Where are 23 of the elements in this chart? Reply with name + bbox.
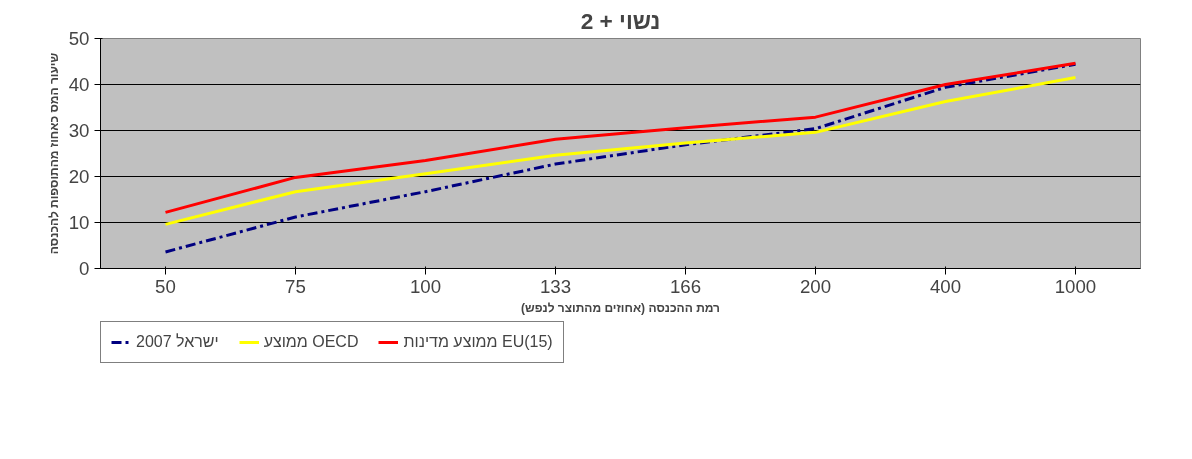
y-tick-label: 0 xyxy=(79,258,90,279)
legend-label: ישראל 2007 xyxy=(136,333,219,351)
y-tick-label: 40 xyxy=(68,74,90,95)
x-tick-label: 100 xyxy=(409,275,442,297)
line-series xyxy=(164,62,1077,254)
chart-title: נשוי + 2 xyxy=(580,7,661,34)
legend-label: ממוצע OECD xyxy=(263,333,359,351)
y-axis-title: שיעור המס כאחוז מהתוספות להכנסה xyxy=(46,52,61,255)
y-tick-label: 10 xyxy=(68,212,90,233)
legend-label: ממוצע מדינות EU(15) xyxy=(403,333,553,351)
x-tick-label: 75 xyxy=(285,275,306,297)
line-series xyxy=(164,76,1077,226)
x-tick-label: 400 xyxy=(929,275,962,297)
y-tick-label: 30 xyxy=(68,120,90,141)
y-tick-label: 20 xyxy=(68,166,90,187)
x-tick-label: 50 xyxy=(155,275,176,297)
x-tick-label: 133 xyxy=(539,275,572,297)
y-tick-label: 50 xyxy=(68,28,90,49)
x-tick-label: 1000 xyxy=(1054,275,1097,297)
x-tick-label: 200 xyxy=(799,275,832,297)
line-series xyxy=(164,61,1077,214)
x-tick-label: 166 xyxy=(669,275,702,297)
x-axis-title: רמת ההכנסה (אחוזים מהתוצר לנפש) xyxy=(520,300,721,315)
